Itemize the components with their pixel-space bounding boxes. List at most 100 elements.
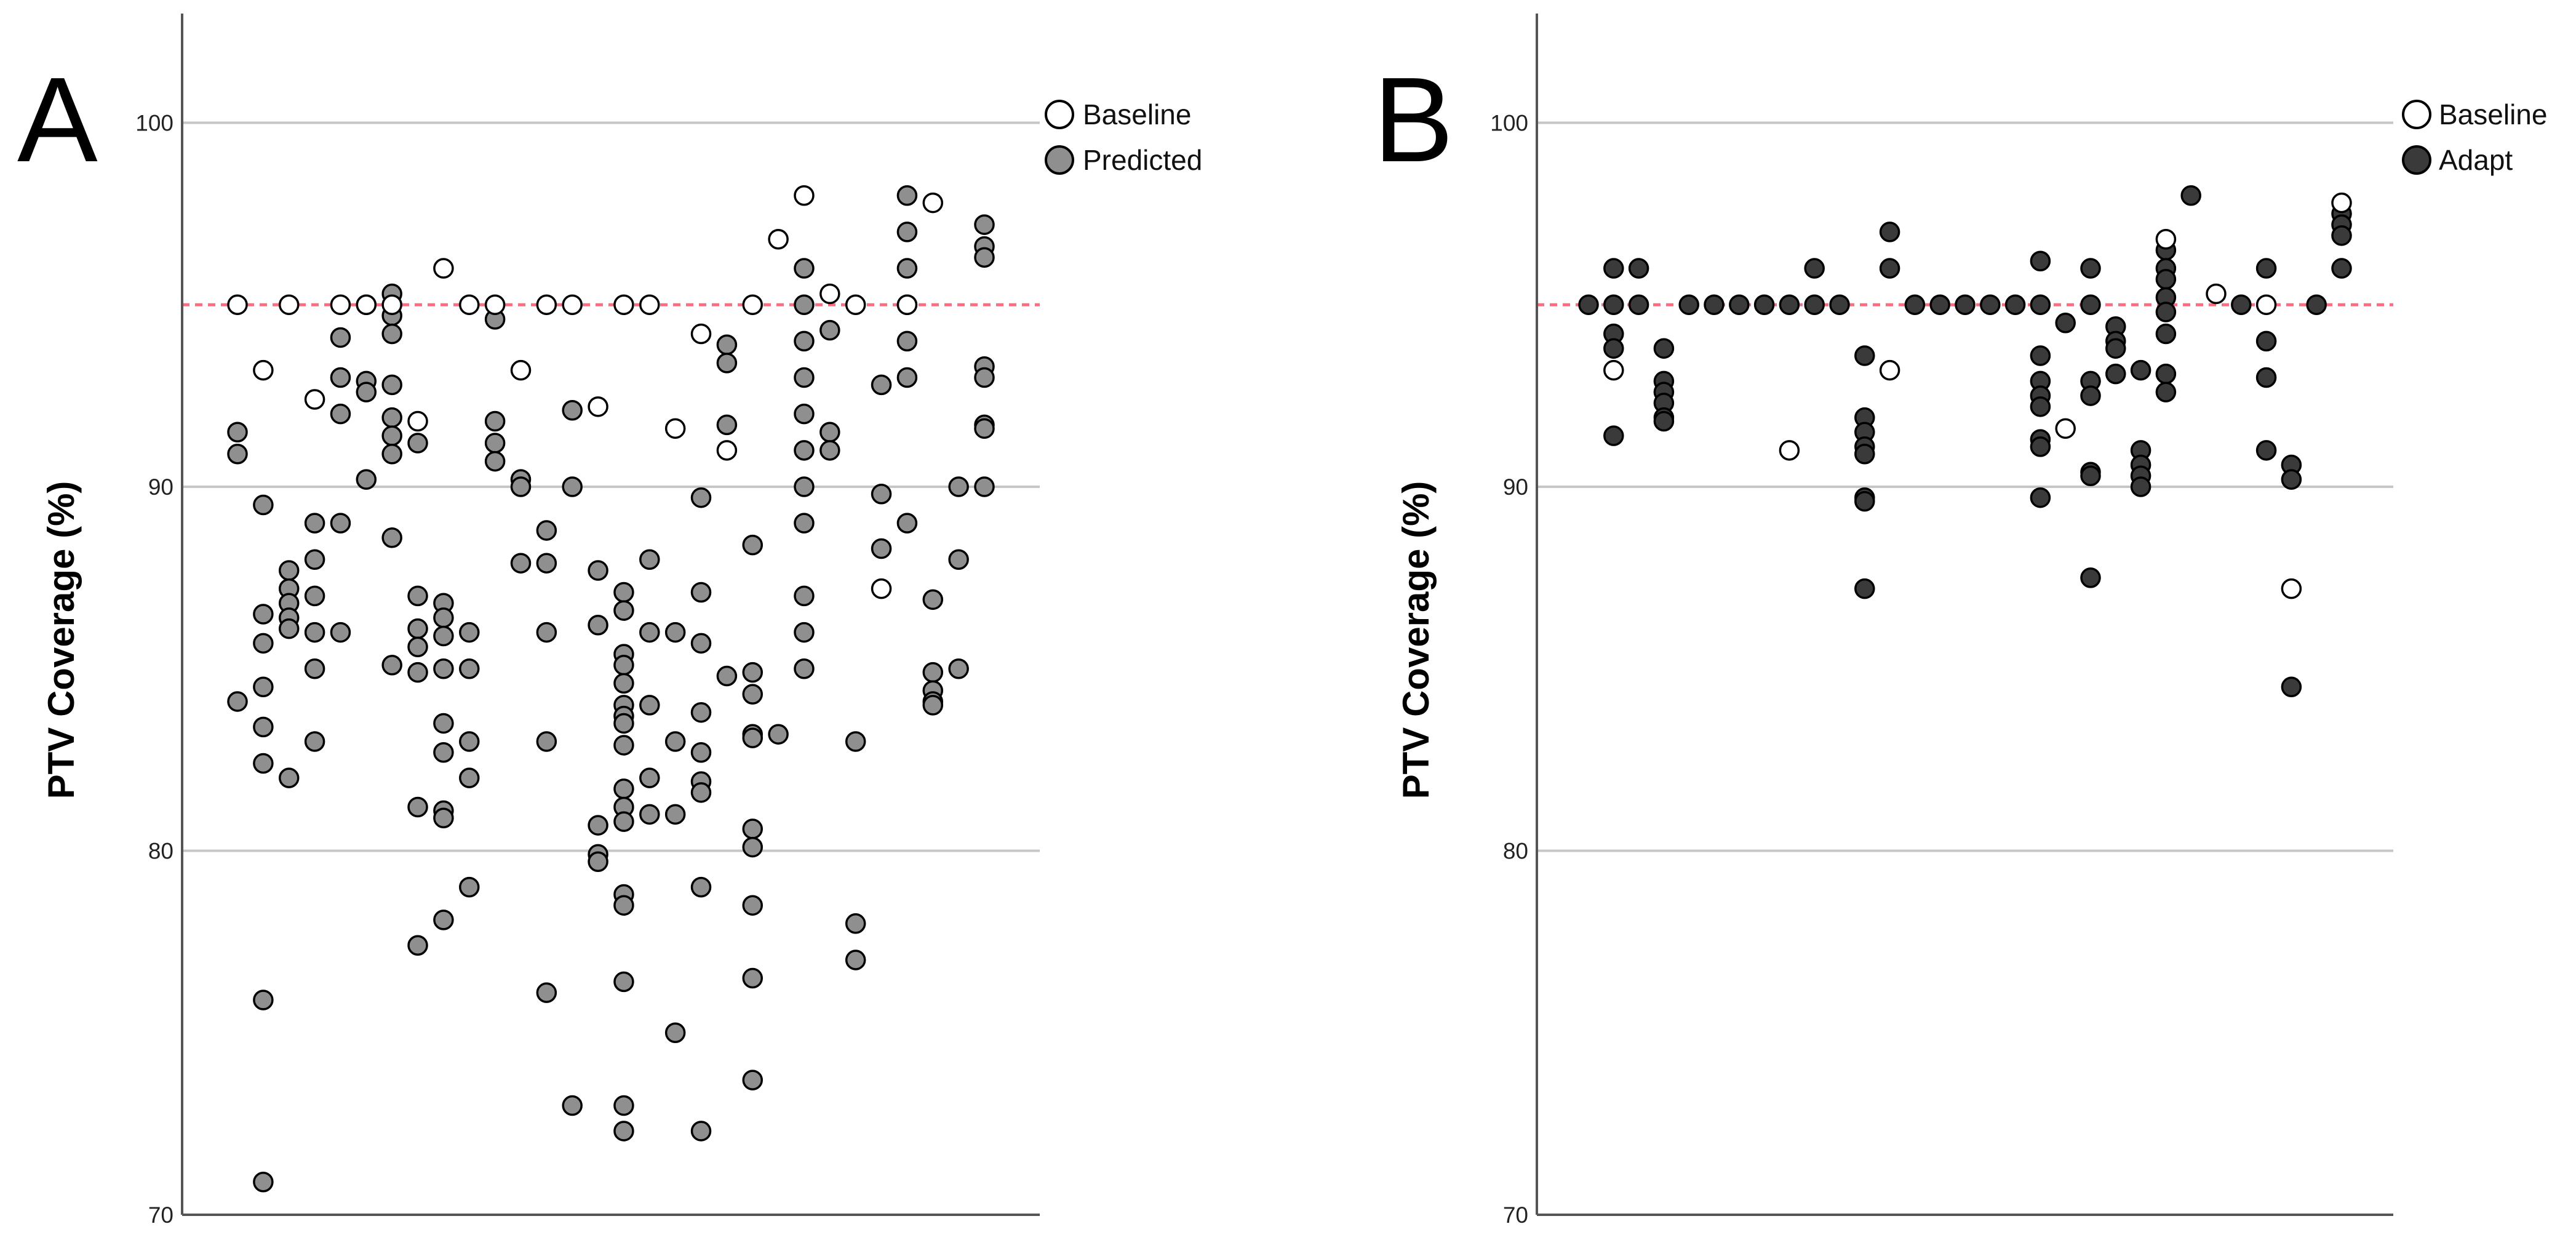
point-predicted-131 xyxy=(768,724,789,745)
point-adapt-36 xyxy=(2004,294,2026,315)
point-predicted-150 xyxy=(871,484,892,505)
point-predicted-148 xyxy=(845,950,866,970)
point-predicted-52 xyxy=(433,713,454,734)
point-predicted-22 xyxy=(304,731,325,752)
legend-marker-baseline-a xyxy=(1045,100,1074,129)
point-baseline-16 xyxy=(639,294,660,315)
point-predicted-96 xyxy=(613,971,634,993)
point-predicted-120 xyxy=(716,665,738,687)
point-predicted-55 xyxy=(433,807,454,828)
legend-a: Baseline Predicted xyxy=(1045,98,1202,176)
point-baseline-19 xyxy=(716,440,738,461)
point-predicted-36 xyxy=(381,407,402,428)
point-predicted-1 xyxy=(227,443,248,465)
point-predicted-128 xyxy=(742,895,763,916)
point-predicted-15 xyxy=(278,618,300,639)
point-predicted-44 xyxy=(407,636,428,657)
point-predicted-157 xyxy=(896,367,918,388)
point-predicted-140 xyxy=(794,585,815,607)
point-baseline-12 xyxy=(536,294,557,315)
point-predicted-91 xyxy=(613,778,634,799)
point-predicted-38 xyxy=(381,443,402,465)
point-predicted-41 xyxy=(407,433,428,454)
point-predicted-135 xyxy=(794,367,815,388)
point-predicted-97 xyxy=(613,1095,634,1116)
point-adapt-56 xyxy=(2105,338,2126,359)
point-baseline-22 xyxy=(794,185,815,206)
point-adapt-26 xyxy=(1854,443,1875,465)
point-predicted-163 xyxy=(922,695,944,716)
point-adapt-15 xyxy=(1704,294,1725,315)
point-adapt-79 xyxy=(2281,676,2302,698)
point-baseline-11 xyxy=(510,359,532,381)
point-predicted-57 xyxy=(459,622,480,643)
point-predicted-24 xyxy=(330,367,351,388)
point-baseline-3 xyxy=(304,389,325,410)
point-adapt-37 xyxy=(2030,250,2051,271)
point-baseline-1 xyxy=(1779,440,1800,461)
point-predicted-99 xyxy=(639,549,660,570)
point-predicted-156 xyxy=(896,330,918,352)
point-baseline-21 xyxy=(768,228,789,250)
point-predicted-98 xyxy=(613,1121,634,1142)
point-adapt-58 xyxy=(2130,359,2151,381)
point-adapt-32 xyxy=(1904,294,1926,315)
point-adapt-5 xyxy=(1603,425,1624,446)
panel-b-letter: B xyxy=(1373,52,1454,187)
point-predicted-0 xyxy=(227,422,248,442)
y-axis-label-b: PTV Coverage (%) xyxy=(1395,481,1437,799)
point-baseline-13 xyxy=(562,294,583,315)
legend-marker-baseline-b xyxy=(2402,100,2431,129)
point-predicted-85 xyxy=(613,655,634,676)
point-adapt-52 xyxy=(2080,465,2101,486)
y-tick-label-70: 70 xyxy=(148,1202,173,1228)
point-predicted-104 xyxy=(664,622,686,643)
point-baseline-4 xyxy=(2155,228,2177,250)
point-predicted-56 xyxy=(433,910,454,930)
legend-label-predicted-a: Predicted xyxy=(1083,144,1202,176)
point-baseline-10 xyxy=(484,294,506,315)
point-baseline-5 xyxy=(2206,283,2227,305)
point-baseline-7 xyxy=(2281,578,2302,599)
point-predicted-40 xyxy=(381,655,402,676)
point-predicted-136 xyxy=(794,403,815,425)
point-adapt-17 xyxy=(1753,294,1775,315)
point-predicted-146 xyxy=(845,731,866,752)
point-adapt-76 xyxy=(2255,440,2277,461)
legend-marker-adapt-b xyxy=(2402,145,2431,175)
point-adapt-7 xyxy=(1628,294,1649,315)
point-predicted-93 xyxy=(613,811,634,832)
point-adapt-65 xyxy=(2155,269,2177,290)
point-predicted-61 xyxy=(459,876,480,898)
point-predicted-4 xyxy=(253,604,274,625)
point-predicted-19 xyxy=(304,585,325,607)
point-adapt-74 xyxy=(2255,330,2277,352)
point-predicted-7 xyxy=(253,716,274,738)
point-predicted-2 xyxy=(227,691,248,712)
point-baseline-15 xyxy=(613,294,634,315)
point-adapt-35 xyxy=(1980,294,2001,315)
point-predicted-68 xyxy=(510,553,532,574)
point-predicted-169 xyxy=(974,247,995,268)
point-baseline-8 xyxy=(2331,192,2352,214)
point-adapt-20 xyxy=(1804,294,1825,315)
point-predicted-37 xyxy=(381,425,402,446)
point-adapt-33 xyxy=(1929,294,1950,315)
point-baseline-0 xyxy=(1603,359,1624,381)
point-adapt-44 xyxy=(2030,436,2051,457)
point-adapt-18 xyxy=(1779,294,1800,315)
point-baseline-4 xyxy=(330,294,351,315)
point-predicted-106 xyxy=(664,804,686,825)
point-predicted-149 xyxy=(871,374,892,396)
point-adapt-71 xyxy=(2180,185,2201,206)
point-adapt-53 xyxy=(2080,567,2101,588)
point-predicted-82 xyxy=(613,582,634,603)
point-adapt-42 xyxy=(2030,396,2051,417)
point-predicted-159 xyxy=(922,589,944,610)
point-predicted-74 xyxy=(562,400,583,421)
point-adapt-75 xyxy=(2255,367,2277,388)
point-predicted-152 xyxy=(896,185,918,206)
point-predicted-25 xyxy=(330,403,351,425)
point-adapt-21 xyxy=(1829,294,1850,315)
